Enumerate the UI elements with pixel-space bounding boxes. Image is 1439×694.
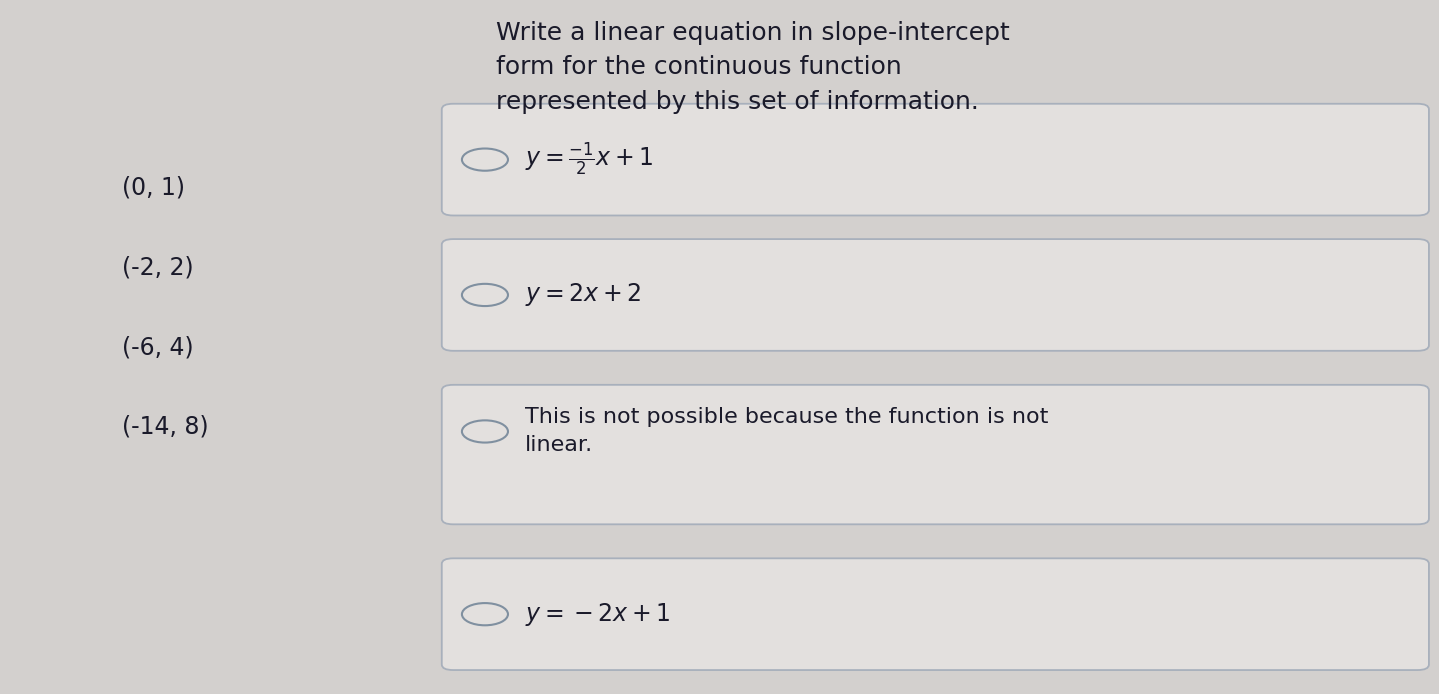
- FancyBboxPatch shape: [442, 385, 1429, 525]
- Text: (0, 1): (0, 1): [122, 176, 186, 199]
- FancyBboxPatch shape: [442, 239, 1429, 351]
- Text: $y = -2x + 1$: $y = -2x + 1$: [525, 601, 671, 627]
- Text: Write a linear equation in slope-intercept
form for the continuous function
repr: Write a linear equation in slope-interce…: [496, 21, 1010, 114]
- Text: (-6, 4): (-6, 4): [122, 335, 194, 359]
- Text: $y = \frac{-1}{2}x + 1$: $y = \frac{-1}{2}x + 1$: [525, 141, 653, 178]
- FancyBboxPatch shape: [442, 103, 1429, 216]
- Text: $y = 2x + 2$: $y = 2x + 2$: [525, 282, 642, 308]
- FancyBboxPatch shape: [442, 558, 1429, 670]
- Text: This is not possible because the function is not
linear.: This is not possible because the functio…: [525, 407, 1049, 455]
- Text: (-14, 8): (-14, 8): [122, 415, 209, 439]
- Text: (-2, 2): (-2, 2): [122, 255, 194, 279]
